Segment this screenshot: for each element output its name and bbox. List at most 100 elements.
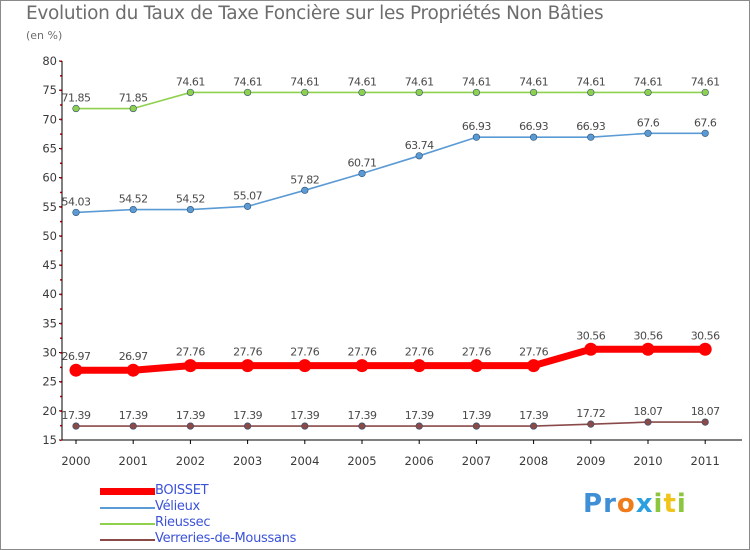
data-label: 17.72 (576, 407, 605, 420)
data-point (129, 422, 137, 430)
data-point (126, 363, 140, 377)
data-label: 71.85 (62, 92, 91, 105)
y-minor-tick (60, 279, 62, 281)
data-label: 74.61 (634, 75, 663, 88)
data-point (644, 129, 652, 137)
y-tick-label: 70 (42, 112, 57, 126)
y-minor-tick (60, 410, 62, 412)
y-tick-label: 30 (42, 346, 57, 360)
data-point (415, 152, 423, 160)
data-label: 17.39 (290, 409, 319, 422)
legend-label: BOISSET (155, 483, 209, 498)
legend-swatch (100, 523, 155, 525)
y-minor-tick (60, 177, 62, 179)
legend-item: Verreries-de-Moussans (100, 531, 340, 547)
data-label: 18.07 (691, 405, 720, 418)
y-minor-tick (60, 220, 62, 223)
data-point (472, 88, 481, 97)
x-tick-label: 2006 (405, 454, 434, 468)
data-point (298, 359, 312, 373)
data-point (301, 186, 309, 194)
y-tick-label: 45 (42, 258, 57, 272)
data-label: 17.39 (462, 409, 491, 422)
data-label: 54.52 (119, 193, 148, 206)
x-tick-label: 2002 (176, 454, 205, 468)
data-label: 27.76 (462, 346, 491, 359)
logo-letter: t (663, 489, 677, 519)
y-tick-label: 80 (42, 54, 57, 68)
logo-letter: o (616, 489, 636, 519)
data-point (644, 88, 652, 97)
x-tick-label: 2003 (233, 454, 262, 468)
y-minor-tick (60, 293, 62, 296)
x-tick-label: 2007 (462, 454, 491, 468)
y-minor-tick (60, 322, 62, 325)
y-minor-tick (60, 250, 62, 252)
y-minor-tick (60, 118, 62, 121)
legend-swatch (100, 539, 155, 541)
data-label: 26.97 (119, 350, 148, 363)
x-tick-label: 2009 (576, 454, 605, 468)
axes: 15 20 25 30 35 40 45 50 55 60 65 70 75 80 2000 2001 2002… (42, 54, 742, 468)
data-point (644, 418, 652, 426)
logo-letter: P (583, 489, 604, 519)
data-point (641, 342, 655, 356)
legend-item: BOISSET (100, 483, 340, 499)
data-label: 71.85 (119, 92, 148, 105)
data-point (584, 342, 598, 356)
data-point (183, 359, 197, 373)
x-tick-label: 2011 (691, 454, 720, 468)
data-label: 30.56 (634, 329, 663, 342)
data-point (587, 133, 595, 141)
y-tick-label: 75 (42, 83, 57, 97)
data-point (72, 104, 80, 113)
data-point (412, 359, 426, 373)
data-point (529, 422, 538, 430)
y-minor-tick (60, 104, 62, 106)
y-minor-tick (60, 381, 62, 383)
data-label: 27.76 (405, 346, 434, 359)
data-label: 26.97 (62, 350, 91, 363)
y-minor-tick (60, 191, 62, 194)
data-point (529, 88, 538, 97)
data-label: 74.61 (691, 75, 720, 88)
y-minor-tick (60, 60, 62, 62)
y-minor-tick (60, 395, 62, 398)
data-point (701, 418, 709, 426)
data-point (358, 169, 366, 178)
series-lines (69, 88, 712, 430)
data-point (587, 88, 595, 97)
y-minor-tick (60, 424, 62, 427)
data-label: 17.39 (348, 409, 377, 422)
data-point (301, 88, 309, 97)
data-label: 54.52 (176, 193, 205, 206)
data-point (355, 359, 369, 373)
data-label: 66.93 (462, 120, 491, 133)
data-point (241, 359, 255, 373)
data-label: 55.07 (233, 189, 262, 202)
data-label: 74.61 (405, 75, 434, 88)
data-point (701, 88, 709, 97)
y-tick-label: 55 (42, 200, 57, 214)
proxiti-logo: Proxiti (583, 489, 687, 519)
y-minor-tick (60, 439, 62, 441)
x-tick-label: 2005 (347, 454, 376, 468)
legend-item: Vélieux (100, 499, 340, 515)
data-label: 30.56 (576, 329, 605, 342)
data-point (472, 422, 481, 430)
legend-label: Vélieux (155, 499, 200, 514)
x-tick-label: 2000 (61, 454, 90, 468)
series-line-v-lieux (75, 132, 707, 214)
y-tick-label: 60 (42, 171, 57, 185)
data-label: 66.93 (519, 120, 548, 133)
data-point (587, 420, 595, 428)
data-label: 57.82 (290, 173, 319, 186)
logo-letter: x (635, 489, 654, 519)
y-tick-label: 25 (42, 375, 57, 389)
data-label: 74.61 (519, 75, 548, 88)
data-point (244, 88, 252, 97)
data-label: 27.76 (176, 346, 205, 359)
data-label: 17.39 (176, 409, 205, 422)
data-point (186, 422, 194, 430)
